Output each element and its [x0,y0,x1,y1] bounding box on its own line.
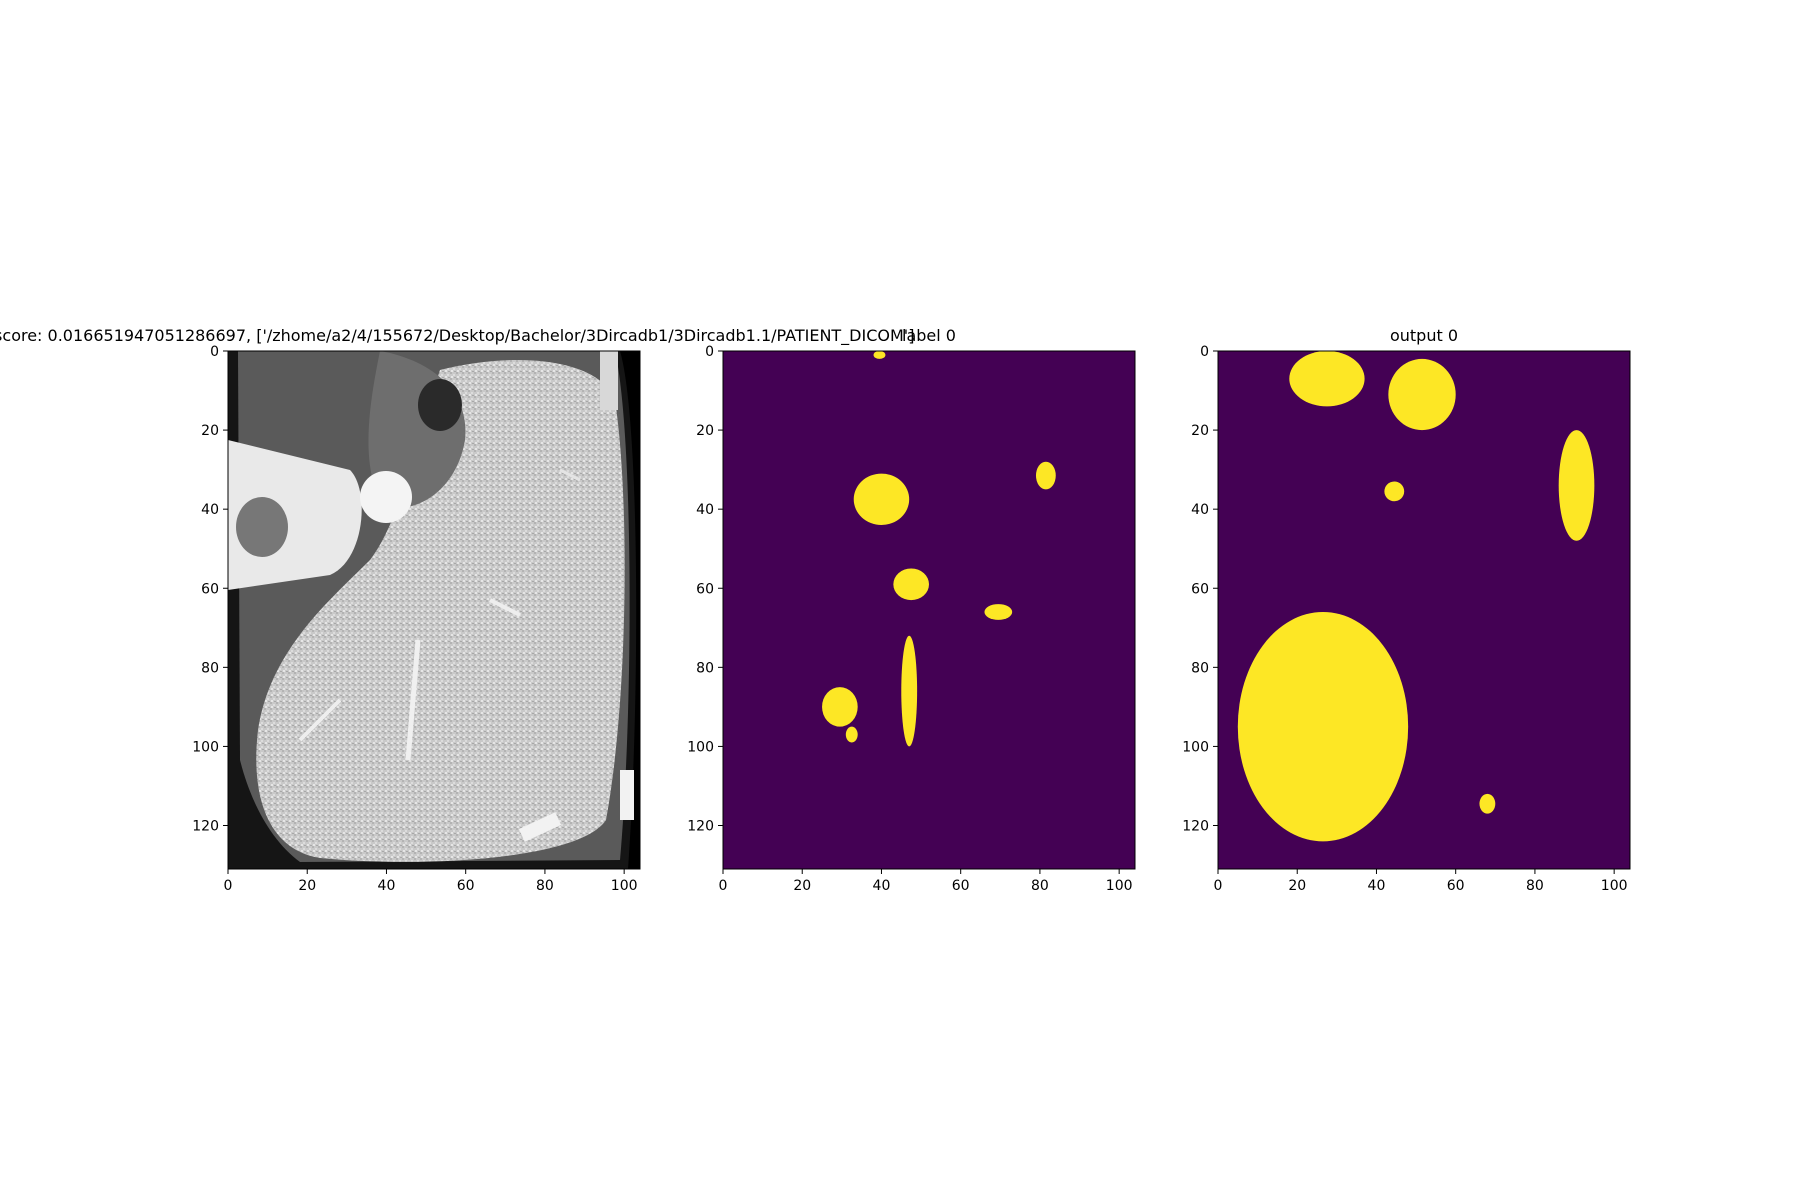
axes-frame-label [722,350,1136,870]
xtick-label: 80 [536,878,554,894]
ct-rib-1 [620,770,634,820]
ytick-label: 60 [1191,581,1209,597]
mask-region-streak-right [984,604,1013,620]
ytick-label: 120 [1182,819,1209,835]
ytick-label: 80 [1191,660,1209,676]
panel-ct: 0 20 40 60 80 100 0 20 40 60 80 100 120 [192,344,641,894]
ytick-label: 80 [696,660,714,676]
output-regions [1237,351,1595,842]
ytick-label: 40 [696,502,714,518]
ytick-label: 60 [201,581,219,597]
ytick-label: 120 [687,819,714,835]
title-label: label 0 [902,326,956,345]
axes-output-ticks: 0 20 40 60 80 100 0 20 40 60 80 100 120 [1182,344,1627,894]
xtick-label: 0 [1214,878,1223,894]
mask-region-crescent-large [1237,611,1409,842]
ct-liver [256,360,625,862]
xtick-label: 80 [1031,878,1049,894]
ytick-label: 80 [201,660,219,676]
xtick-label: 60 [1447,878,1465,894]
title-ct: Dice score: 0.016651947051286697, ['/zho… [0,326,914,346]
ct-vessel-1 [405,639,421,761]
xtick-label: 20 [1288,878,1306,894]
ct-vessel-2 [298,698,342,742]
panel-output: 0 20 40 60 80 100 0 20 40 60 80 100 120 [1182,344,1631,894]
ytick-label: 40 [1191,502,1209,518]
xtick-label: 100 [1106,878,1133,894]
mask-region-speck-lower [1479,793,1496,814]
xtick-label: 20 [298,878,316,894]
xtick-label: 60 [952,878,970,894]
label-background [723,351,1135,869]
xtick-label: 0 [224,878,233,894]
axes-frame-output [1217,350,1631,870]
mask-region-top-speck [873,351,886,359]
ytick-label: 20 [201,423,219,439]
ct-air-pocket [418,379,462,431]
mask-region-arc-top [1388,358,1456,431]
ytick-label: 60 [696,581,714,597]
xtick-label: 0 [719,878,728,894]
panel-label: 0 20 40 60 80 100 0 20 40 60 80 100 120 [687,344,1136,894]
ytick-label: 0 [705,344,714,360]
ct-rib-2 [518,812,562,842]
xtick-label: 80 [1526,878,1544,894]
xtick-label: 100 [1601,878,1628,894]
ct-vessel-3 [489,598,521,617]
ct-rib-3 [600,351,618,410]
xtick-label: 40 [873,878,891,894]
mask-region-bar-right [1558,430,1595,541]
ytick-label: 100 [687,739,714,755]
ytick-label: 0 [1200,344,1209,360]
mask-region-blob-top [1289,351,1365,407]
xtick-label: 60 [457,878,475,894]
ct-vessel-4 [559,468,581,482]
mask-region-blob-left [853,473,910,525]
ytick-label: 120 [192,819,219,835]
ytick-label: 100 [192,739,219,755]
ct-image [228,351,640,869]
ytick-label: 20 [1191,423,1209,439]
xtick-label: 20 [793,878,811,894]
mask-region-speck-right [1035,461,1056,490]
ytick-label: 40 [201,502,219,518]
mask-region-vessel-vertical [901,635,918,747]
axes-label-ticks: 0 20 40 60 80 100 0 20 40 60 80 100 120 [687,344,1132,894]
axes-frame-ct [227,350,641,870]
title-output: output 0 [1390,326,1458,345]
ytick-label: 20 [696,423,714,439]
label-regions [822,351,1056,747]
mask-region-streak-diagonal [822,687,858,727]
mask-region-speck-mid [1384,481,1405,502]
ytick-label: 0 [210,344,219,360]
axes-ct-ticks: 0 20 40 60 80 100 0 20 40 60 80 100 120 [192,344,637,894]
xtick-label: 100 [611,878,638,894]
ct-renal-pelvis [236,497,288,557]
mask-region-blob-center [893,568,930,601]
mask-region-speck-low [845,726,858,743]
xtick-label: 40 [378,878,396,894]
xtick-label: 40 [1368,878,1386,894]
ytick-label: 100 [1182,739,1209,755]
ct-aorta [360,471,412,523]
